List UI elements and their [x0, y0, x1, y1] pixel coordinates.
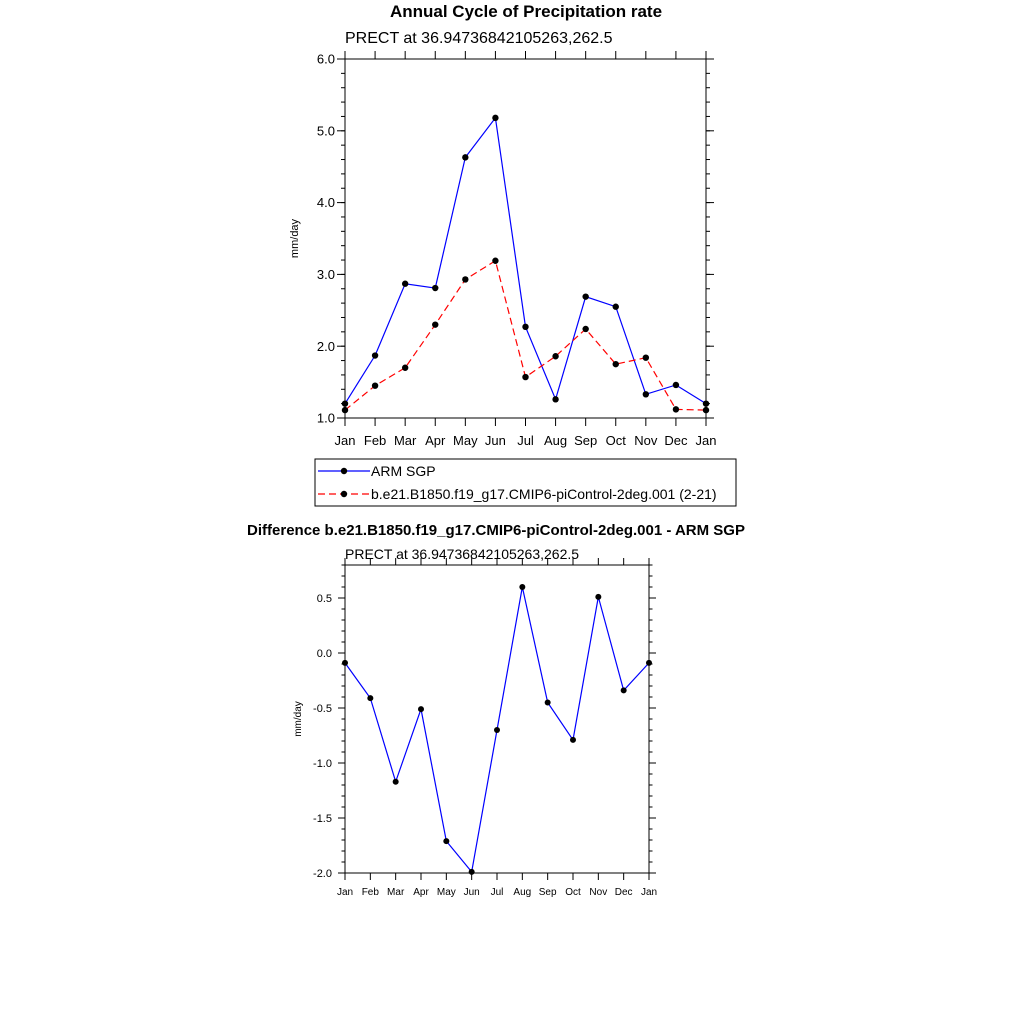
data-point: [371, 352, 379, 359]
data-point: [432, 321, 439, 328]
series-line-1: [344, 259, 707, 411]
data-point: [492, 114, 499, 122]
x-tick-label: Oct: [565, 887, 581, 898]
data-point: [342, 659, 348, 666]
legend-box: [314, 458, 737, 507]
x-tick-label: Jul: [517, 433, 534, 448]
data-point: [642, 391, 650, 398]
x-tick-label: Sep: [539, 887, 557, 898]
legend-marker: [340, 490, 348, 498]
data-point: [612, 360, 619, 368]
main-title: Annual Cycle of Precipitation rate: [389, 2, 663, 21]
data-point: [702, 400, 710, 407]
y-axis-label: mm/day: [289, 218, 301, 258]
x-tick-label: Jul: [491, 887, 504, 898]
y-tick-label: 5.0: [317, 123, 335, 138]
legend-marker: [340, 467, 348, 475]
x-tick-label: Apr: [413, 887, 429, 898]
x-tick-label: Aug: [544, 433, 567, 448]
data-point: [582, 325, 589, 333]
data-point: [401, 280, 409, 287]
data-point: [582, 293, 589, 300]
x-tick-label: May: [453, 433, 478, 448]
data-point: [341, 400, 349, 407]
difference-plot: Jan Feb Mar Apr May Jun Jul Aug Sep Oct Nov Dec Jan-…: [293, 558, 657, 898]
data-point: [494, 727, 500, 733]
x-tick-label: Mar: [394, 433, 417, 448]
legend: ARM SGP b.e21.B1850.f19_g17.CMIP6-piContr…: [314, 458, 737, 507]
data-point: [341, 406, 349, 414]
y-tick-label: 4.0: [317, 195, 335, 210]
data-point: [646, 659, 652, 666]
x-tick-label: Nov: [634, 433, 658, 448]
y-tick-label: -1.0: [313, 758, 332, 770]
data-point: [595, 593, 602, 600]
y-tick-label: 6.0: [317, 52, 335, 67]
x-tick-label: Mar: [387, 887, 405, 898]
y-axis-label: mm/day: [293, 701, 304, 737]
plot1-subtitle: PRECT at 36.94736842105263,262.5: [345, 30, 613, 47]
data-point: [612, 303, 619, 310]
y-tick-label: 1.0: [317, 411, 335, 426]
y-tick-label: 0.5: [317, 593, 332, 605]
plot-frame: [344, 564, 650, 874]
data-point: [672, 381, 680, 389]
x-tick-label: Apr: [425, 433, 446, 448]
annual-cycle-plot: Jan Feb Mar Apr May Jun Jul Aug Sep Oct Nov Dec Jan1…: [289, 51, 716, 448]
data-point: [620, 687, 627, 694]
x-tick-label: Nov: [589, 887, 607, 898]
data-point: [418, 706, 424, 713]
data-point: [642, 354, 650, 361]
data-point: [519, 584, 526, 590]
data-point: [570, 736, 576, 743]
data-point: [702, 406, 710, 414]
data-point: [544, 699, 551, 706]
legend-label-0: ARM SGP: [371, 463, 436, 479]
data-point: [468, 868, 475, 875]
x-tick-label: Oct: [606, 433, 627, 448]
data-point: [371, 382, 379, 389]
y-tick-label: -2.0: [313, 868, 332, 880]
x-tick-label: Feb: [362, 887, 380, 898]
data-point: [672, 406, 680, 413]
data-point: [367, 695, 374, 702]
legend-label-1: b.e21.B1850.f19_g17.CMIP6-piControl-2deg…: [371, 486, 717, 502]
data-point: [552, 353, 559, 360]
data-point: [401, 364, 409, 371]
y-tick-label: 3.0: [317, 267, 335, 282]
data-point: [462, 276, 469, 283]
data-point: [462, 154, 469, 161]
x-tick-label: Jan: [337, 887, 353, 898]
x-tick-label: Aug: [513, 887, 531, 898]
data-point: [443, 838, 450, 845]
x-tick-label: May: [437, 887, 456, 898]
diff-title: Difference b.e21.B1850.f19_g17.CMIP6-piC…: [247, 522, 745, 539]
data-point: [392, 778, 399, 785]
data-point: [432, 284, 439, 292]
x-tick-label: Jan: [641, 887, 657, 898]
y-tick-label: -0.5: [313, 703, 332, 715]
x-tick-label: Feb: [364, 433, 386, 448]
data-point: [492, 257, 499, 264]
x-tick-label: Jun: [485, 433, 506, 448]
plot-frame: [344, 58, 707, 419]
y-tick-label: 0.0: [317, 648, 332, 660]
x-tick-label: Jan: [335, 433, 356, 448]
x-tick-label: Jun: [464, 887, 480, 898]
x-tick-label: Dec: [615, 887, 633, 898]
data-point: [522, 323, 529, 331]
data-point: [522, 373, 529, 381]
series-line-0: [344, 116, 707, 405]
x-tick-label: Jan: [696, 433, 717, 448]
x-tick-label: Dec: [664, 433, 688, 448]
y-tick-label: 2.0: [317, 339, 335, 354]
x-tick-label: Sep: [574, 433, 597, 448]
y-tick-label: -1.5: [313, 813, 332, 825]
plot2-subtitle: PRECT at 36.94736842105263,262.5: [345, 546, 580, 562]
data-point: [552, 396, 559, 403]
